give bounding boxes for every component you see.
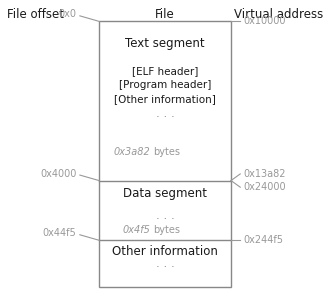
Text: 0x4f5: 0x4f5 (122, 224, 150, 235)
Text: Virtual address: Virtual address (234, 8, 323, 21)
Text: 0x44f5: 0x44f5 (43, 228, 77, 238)
Text: 0x3a82: 0x3a82 (114, 147, 150, 157)
Text: bytes: bytes (153, 147, 181, 157)
Text: 0x4000: 0x4000 (40, 169, 77, 178)
Text: 0x244f5: 0x244f5 (243, 235, 283, 245)
Text: . . .: . . . (156, 257, 174, 270)
Bar (99, 21, 231, 287)
Text: Text segment: Text segment (125, 37, 205, 50)
Text: Other information: Other information (112, 245, 218, 258)
Text: Data segment: Data segment (123, 187, 207, 199)
Text: [Program header]: [Program header] (119, 80, 211, 90)
Text: 0x0: 0x0 (58, 9, 77, 19)
Text: 0x24000: 0x24000 (243, 182, 285, 192)
Text: [Other information]: [Other information] (114, 94, 216, 104)
Text: [ELF header]: [ELF header] (132, 66, 198, 76)
Text: . . .: . . . (156, 209, 174, 222)
Text: bytes: bytes (153, 224, 181, 235)
Text: . . .: . . . (156, 107, 174, 120)
Text: 0x10000: 0x10000 (243, 16, 285, 26)
Text: 0x13a82: 0x13a82 (243, 169, 285, 179)
Text: File: File (155, 8, 175, 21)
Text: File offset: File offset (7, 8, 64, 21)
